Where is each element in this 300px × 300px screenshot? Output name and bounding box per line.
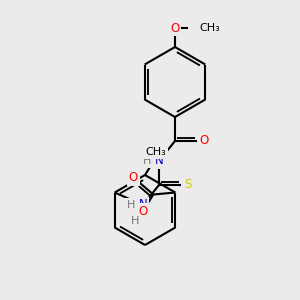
Text: O: O [170,22,180,34]
Text: N: N [154,154,164,167]
Text: S: S [184,178,192,191]
Text: CH₃: CH₃ [199,23,220,33]
Text: H: H [127,200,135,210]
Text: H: H [131,217,140,226]
Text: CH₃: CH₃ [146,147,167,157]
Text: O: O [139,205,148,218]
Text: N: N [139,199,147,212]
Text: O: O [129,171,138,184]
Text: O: O [200,134,208,148]
Text: H: H [142,156,151,166]
